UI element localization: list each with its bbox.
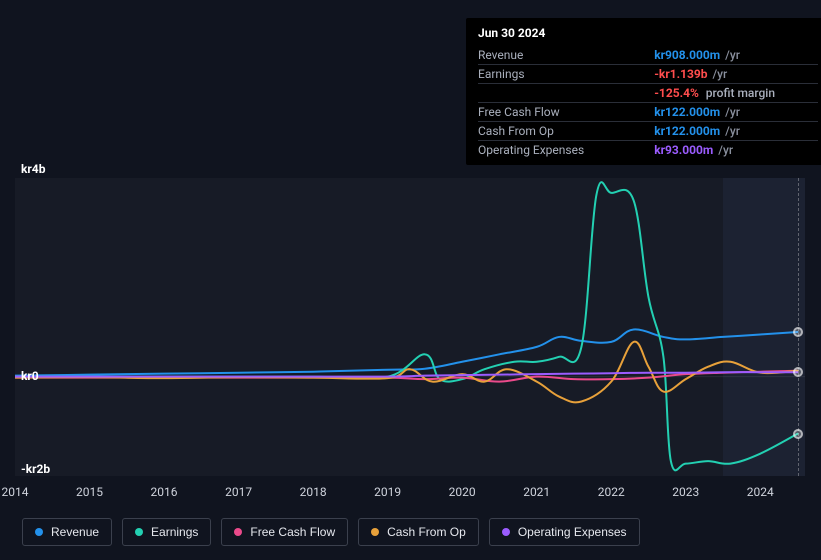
tooltip-metric-label: Operating Expenses [478, 141, 654, 160]
x-tick-label: 2018 [300, 485, 327, 499]
legend-item-fcf[interactable]: Free Cash Flow [221, 518, 348, 546]
tooltip-metric-value: -kr1.139b /yr [654, 65, 818, 84]
x-tick-label: 2023 [672, 485, 699, 499]
tooltip-metric-sub: -125.4% profit margin [654, 84, 818, 103]
tooltip-metric-value: kr908.000m /yr [654, 46, 818, 65]
x-tick-label: 2014 [2, 485, 29, 499]
x-tick-label: 2024 [747, 485, 774, 499]
tooltip-metric-value: kr93.000m /yr [654, 141, 818, 160]
y-tick-label: -kr2b [21, 462, 50, 476]
legend-item-revenue[interactable]: Revenue [22, 518, 112, 546]
scrubber-handle[interactable] [793, 327, 803, 337]
tooltip-title: Jun 30 2024 [478, 26, 818, 40]
legend-label: Cash From Op [387, 525, 466, 539]
tooltip-table: Revenuekr908.000m /yrEarnings-kr1.139b /… [478, 46, 818, 159]
chart-svg [15, 178, 805, 476]
legend-item-earnings[interactable]: Earnings [122, 518, 211, 546]
legend-label: Operating Expenses [518, 525, 627, 539]
legend: Revenue Earnings Free Cash Flow Cash From O… [22, 518, 640, 546]
y-tick-label: kr0 [21, 369, 39, 383]
legend-swatch [502, 528, 510, 536]
legend-swatch [135, 528, 143, 536]
tooltip-metric-label: Free Cash Flow [478, 103, 654, 122]
tooltip-metric-label: Cash From Op [478, 122, 654, 141]
tooltip-metric-value: kr122.000m /yr [654, 103, 818, 122]
legend-label: Earnings [151, 525, 198, 539]
scrubber-handle[interactable] [793, 367, 803, 377]
legend-swatch [35, 528, 43, 536]
scrubber-handle[interactable] [793, 429, 803, 439]
x-tick-label: 2019 [374, 485, 401, 499]
legend-swatch [234, 528, 242, 536]
legend-item-opex[interactable]: Operating Expenses [489, 518, 640, 546]
chart-stage: Jun 30 2024 Revenuekr908.000m /yrEarning… [0, 0, 821, 560]
tooltip-metric-label: Earnings [478, 65, 654, 84]
legend-label: Revenue [51, 525, 99, 539]
tooltip-metric-value: kr122.000m /yr [654, 122, 818, 141]
x-tick-label: 2022 [598, 485, 625, 499]
x-tick-label: 2016 [151, 485, 178, 499]
x-tick-label: 2021 [523, 485, 550, 499]
legend-swatch [371, 528, 379, 536]
legend-label: Free Cash Flow [250, 525, 335, 539]
x-tick-label: 2017 [225, 485, 252, 499]
x-tick-label: 2020 [449, 485, 476, 499]
legend-item-cfo[interactable]: Cash From Op [358, 518, 479, 546]
hover-tooltip: Jun 30 2024 Revenuekr908.000m /yrEarning… [466, 18, 821, 165]
y-tick-label: kr4b [21, 162, 45, 176]
line-chart[interactable] [15, 178, 805, 476]
x-tick-label: 2015 [76, 485, 103, 499]
tooltip-metric-label: Revenue [478, 46, 654, 65]
